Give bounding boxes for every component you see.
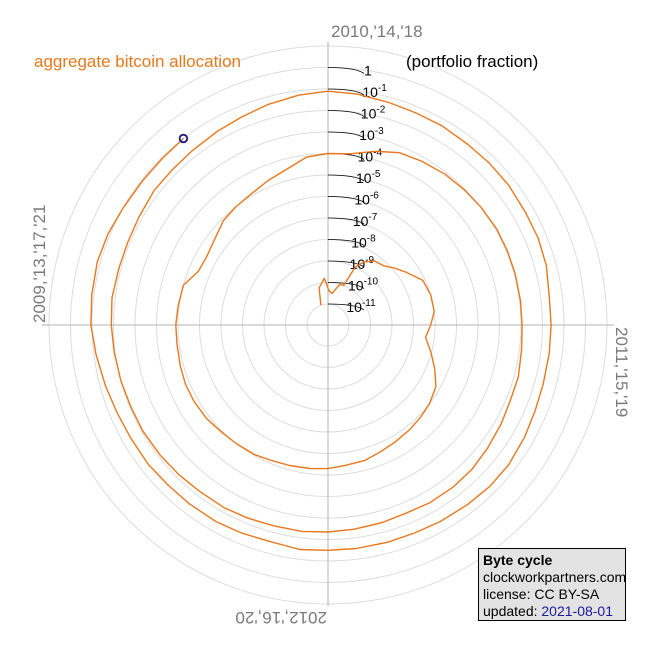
radial-tick-mark [327, 196, 365, 203]
info-box-license: license: CC BY-SA [483, 586, 600, 602]
current-value-marker [178, 133, 189, 144]
angular-label-top: 2010,'14,'18 [331, 22, 423, 41]
series-group [90, 90, 552, 551]
radial-tick-label: 10-2 [361, 105, 386, 122]
radial-tick-label: 10-10 [348, 277, 378, 294]
quadrant-axes [42, 42, 614, 606]
radial-tick-mark [327, 174, 365, 182]
radial-tick-label: 10-4 [358, 148, 383, 165]
info-box: Byte cycle clockworkpartners.com license… [478, 548, 626, 621]
info-box-updated-date: 2021-08-01 [541, 603, 614, 619]
radial-tick-mark [327, 282, 365, 289]
chart-title: aggregate bitcoin allocation [34, 52, 241, 71]
radial-axis-title: (portfolio fraction) [406, 52, 538, 71]
radial-tick-mark [327, 67, 365, 74]
radial-tick-mark [327, 260, 365, 268]
info-box-source[interactable]: clockworkpartners.com [483, 569, 627, 585]
info-box-title: Byte cycle [483, 552, 553, 568]
series-line [90, 90, 552, 551]
radial-tick-mark [327, 303, 365, 311]
radial-tick-label: 10-11 [346, 298, 376, 315]
radial-tick-label: 10-6 [354, 191, 379, 208]
angular-label-right: 2011,'15,'19 [612, 327, 631, 417]
current-point-group [178, 133, 189, 144]
radial-tick-label: 10-5 [356, 169, 381, 186]
radial-tick-label: 10-8 [351, 234, 376, 251]
radial-tick-mark [327, 88, 365, 96]
radial-tick-mark [327, 217, 365, 225]
radial-tick-label: 1 [364, 63, 372, 79]
radial-tick-mark [327, 131, 365, 139]
radial-tick-label: 10-7 [353, 212, 378, 229]
angular-label-bottom: 2012,'16,'20 [235, 608, 327, 627]
radial-tick-label: 10-9 [350, 255, 375, 272]
radial-tick-label: 10-3 [359, 126, 384, 143]
info-box-updated-label: updated: [483, 603, 542, 619]
radial-tick-mark [327, 239, 365, 246]
radial-tick-label: 10-1 [362, 83, 387, 100]
info-box-updated: updated: 2021-08-01 [483, 603, 622, 620]
radial-tick-mark [327, 110, 365, 117]
angular-label-left: 2009,'13,'17,'21 [30, 205, 49, 323]
